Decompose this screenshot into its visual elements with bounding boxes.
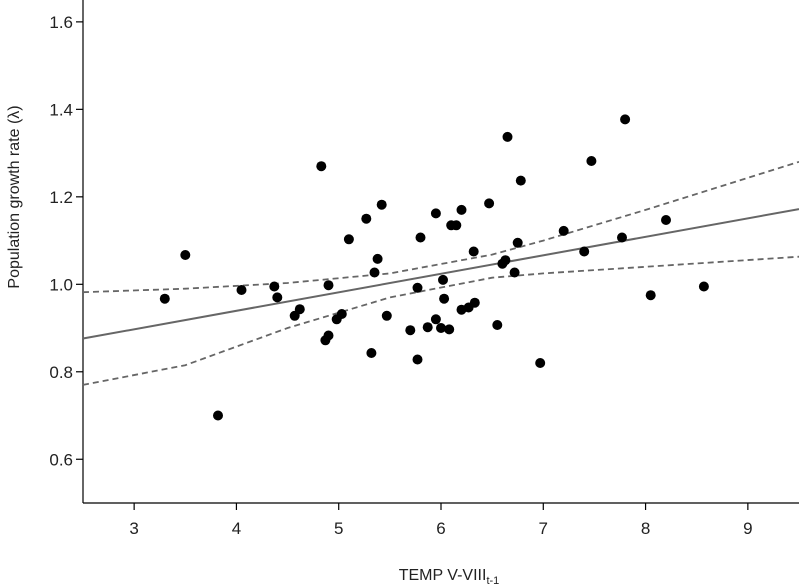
data-point <box>381 310 392 321</box>
y-tick-label: 0.6 <box>49 450 73 469</box>
y-tick-label: 1.0 <box>49 275 73 294</box>
data-point <box>586 156 597 166</box>
ci-lower-line <box>82 255 799 386</box>
x-tick-label: 3 <box>129 519 138 538</box>
y-tick-label: 0.8 <box>49 363 73 382</box>
data-point <box>415 232 426 243</box>
x-tick-label: 5 <box>334 519 343 538</box>
data-point <box>269 281 280 292</box>
data-point <box>366 348 377 358</box>
y-tick-label: 1.4 <box>49 100 73 119</box>
data-point <box>439 293 450 304</box>
data-point <box>323 280 334 291</box>
data-point <box>436 323 446 333</box>
x-tick-label: 4 <box>232 519 241 538</box>
data-point <box>451 220 462 231</box>
data-point <box>456 204 467 215</box>
x-axis-label-main: TEMP V-VIII <box>399 567 487 584</box>
data-point <box>512 237 523 248</box>
data-point <box>558 225 569 236</box>
x-tick-label: 8 <box>641 519 650 538</box>
fit-line <box>82 208 799 340</box>
data-point <box>376 199 387 210</box>
data-point <box>372 253 383 264</box>
data-point <box>469 297 480 308</box>
y-tick-label: 1.2 <box>49 188 73 207</box>
data-point <box>213 410 223 421</box>
data-point <box>405 325 416 336</box>
x-axis-label-subscript: t-1 <box>486 575 499 587</box>
confidence-band <box>82 160 799 386</box>
data-point <box>422 322 433 333</box>
data-point <box>509 267 520 278</box>
axes <box>82 0 799 504</box>
x-tick-label: 6 <box>436 519 445 538</box>
x-tick-label: 9 <box>743 519 752 538</box>
data-point <box>412 282 423 293</box>
data-point <box>272 292 283 303</box>
data-point <box>579 246 590 257</box>
data-point <box>323 330 334 341</box>
data-points <box>159 114 709 421</box>
data-point <box>159 293 170 304</box>
data-point <box>369 267 380 278</box>
data-point <box>361 213 372 224</box>
data-point <box>430 208 441 219</box>
data-point <box>180 250 191 260</box>
data-point <box>515 175 526 186</box>
data-point <box>661 215 671 225</box>
data-point <box>336 309 347 319</box>
data-point <box>620 114 631 125</box>
data-point <box>444 324 455 335</box>
x-axis-label: TEMP V-VIIIt-1 <box>399 567 500 587</box>
data-point <box>698 281 709 292</box>
data-point <box>500 255 511 266</box>
data-point <box>645 290 656 301</box>
data-point <box>294 304 305 315</box>
y-tick-label: 1.6 <box>49 13 73 32</box>
data-point <box>492 320 503 330</box>
ticks: 3 4 5 6 7 8 9 0.6 0.8 1.0 1.2 1.4 1.6 <box>49 13 752 538</box>
data-point <box>316 161 327 172</box>
y-axis-label: Population growth rate (λ) <box>6 105 23 288</box>
data-point <box>430 314 441 325</box>
ci-upper-line <box>82 160 799 294</box>
data-point <box>617 232 627 243</box>
data-point <box>343 234 354 245</box>
data-point <box>502 131 513 142</box>
data-point <box>468 246 479 257</box>
regression-fit <box>82 208 799 340</box>
data-point <box>438 274 448 285</box>
data-point <box>412 354 423 365</box>
data-point <box>236 285 247 295</box>
data-point <box>535 358 546 368</box>
x-tick-label: 7 <box>539 519 548 538</box>
data-point <box>484 198 495 209</box>
